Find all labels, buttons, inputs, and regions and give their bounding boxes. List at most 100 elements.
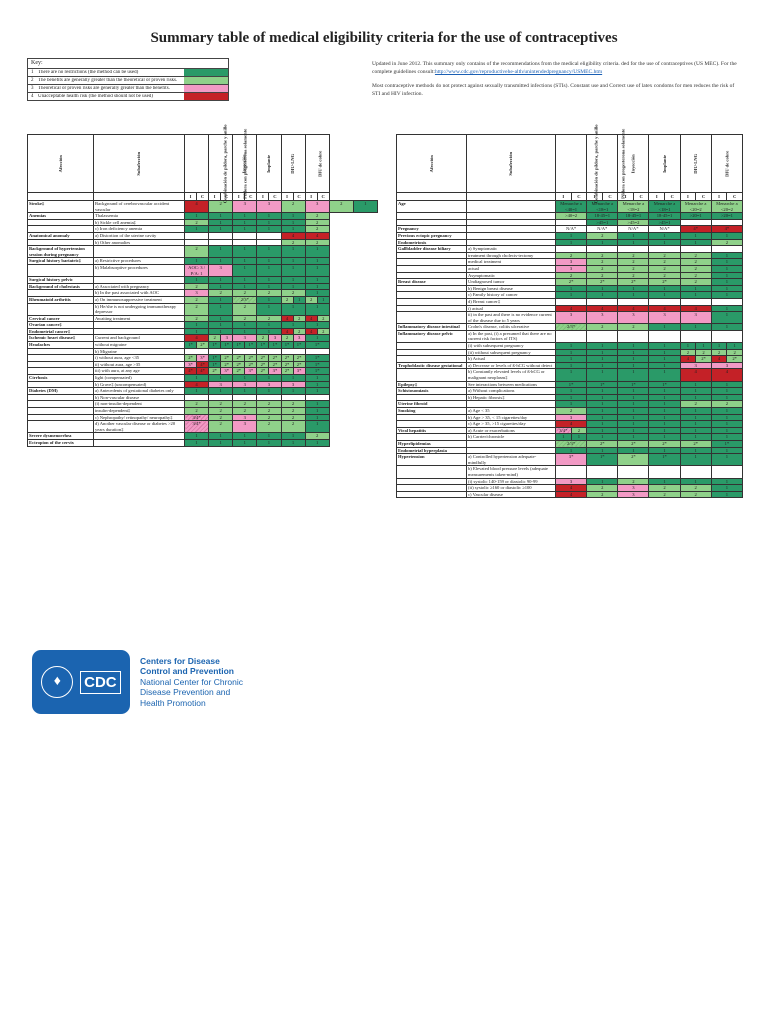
cdc-mark: CDC bbox=[80, 670, 121, 694]
rating-cell: 1 bbox=[554, 393, 588, 402]
subcondition-cell: medical treatment bbox=[466, 258, 556, 266]
rating-cell: 2* bbox=[586, 439, 619, 448]
condition-cell: Schistosomiasis bbox=[396, 387, 467, 395]
rating-cell: 1 bbox=[256, 257, 282, 265]
condition-cell bbox=[27, 238, 94, 247]
cdc-logo-text: Centers for Disease Control and Preventi… bbox=[140, 656, 243, 709]
rating-cell bbox=[679, 465, 712, 479]
rating-cell: 1 bbox=[710, 393, 744, 402]
rating-cell bbox=[679, 297, 712, 306]
subcondition-cell: Current and background bbox=[93, 334, 185, 343]
rating-cell bbox=[679, 218, 712, 227]
rating-cell: 2 bbox=[679, 348, 697, 357]
rating-cell: 2 bbox=[256, 334, 270, 343]
rating-cell: 2 bbox=[280, 420, 306, 434]
rating-cell: 1* bbox=[232, 341, 246, 349]
condition-cell: Smoking bbox=[396, 407, 467, 415]
rating-cell: 1 bbox=[586, 407, 619, 415]
condition-cell: Cirrhosis bbox=[27, 374, 94, 382]
rating-cell: 1* bbox=[648, 453, 681, 467]
rating-cell: 1 bbox=[208, 295, 234, 304]
rating-cell: 1 bbox=[710, 342, 728, 350]
rating-cell bbox=[554, 245, 588, 253]
condition-cell: Severe dysmenorrhea bbox=[27, 432, 94, 440]
table-row: Cervical cancer Awaiting treatment 2 1 2 2 4 2 4… bbox=[27, 314, 378, 323]
rating-cell: 2 bbox=[586, 271, 619, 280]
key-swatch bbox=[184, 93, 228, 100]
logo-line: Control and Prevention bbox=[140, 666, 234, 677]
col-condition: Afección bbox=[396, 134, 467, 193]
rating-cell: 3* bbox=[220, 367, 234, 376]
table-row: Anatomical anomaly a) Distortion of the u… bbox=[27, 231, 378, 240]
rating-cell: 2* bbox=[617, 278, 650, 286]
table-row: Surgical history bariatric‡ a) Restrictiv… bbox=[27, 257, 378, 265]
subcondition-cell: light (compensated) bbox=[93, 374, 185, 382]
rating-cell: 2 bbox=[648, 251, 681, 260]
condition-cell: Viral hepatitis bbox=[396, 426, 467, 435]
rating-cell: 2 bbox=[208, 400, 234, 408]
rating-cell: 1 bbox=[304, 420, 330, 434]
rating-cell: 1 bbox=[586, 433, 619, 441]
rating-cell bbox=[554, 465, 588, 479]
table-row: c) Nephropathy/ retinopathy/ neuropathy‡… bbox=[27, 413, 378, 422]
rating-cell: 3 bbox=[617, 490, 650, 499]
rating-cell bbox=[232, 238, 258, 247]
subcondition-cell bbox=[93, 245, 185, 259]
rating-cell bbox=[208, 238, 234, 247]
table-row: ii) in the past and there is no evidence… bbox=[396, 311, 744, 325]
rating-cell: 2* bbox=[244, 354, 258, 362]
rating-cell: 3* bbox=[183, 360, 198, 369]
table-row: Rheumatoid arthritis a) On immunosuppress… bbox=[27, 295, 378, 304]
col-method: Implante bbox=[256, 134, 282, 193]
rating-cell: 2* bbox=[244, 360, 258, 369]
rating-cell: 2* bbox=[232, 360, 246, 369]
continuation-label: C bbox=[664, 192, 681, 201]
rating-cell: 2 bbox=[183, 314, 210, 323]
condition-cell bbox=[27, 407, 94, 415]
condition-cell bbox=[396, 490, 467, 499]
rating-cell: 1* bbox=[208, 360, 222, 369]
rating-cell: 1* bbox=[220, 341, 234, 349]
rating-cell: 2 bbox=[710, 238, 744, 247]
condition-cell bbox=[27, 263, 94, 278]
rating-cell: 2* bbox=[695, 355, 712, 363]
table-row: d) Another vascular disease or diabetes … bbox=[27, 420, 378, 434]
rating-cell: 4* bbox=[196, 360, 210, 369]
subcondition-cell: a) Antecedents of gestational diabetes o… bbox=[93, 387, 185, 395]
rating-cell: 4 bbox=[183, 199, 210, 214]
rating-cell: 1 bbox=[648, 433, 681, 441]
logo-line: Disease Prevention and bbox=[140, 687, 231, 698]
rating-cell: 3 bbox=[256, 199, 282, 214]
rating-cell bbox=[617, 329, 650, 344]
condition-cell bbox=[396, 264, 467, 273]
table-row: b) Sickle cell anemia‡ 2 1 1 1 1 2 bbox=[27, 218, 378, 227]
subcondition-cell: b) Benign breast disease bbox=[466, 284, 556, 293]
subcondition-cell: Awaiting treatment bbox=[93, 314, 185, 323]
rating-cell: 2 bbox=[679, 484, 712, 492]
condition-cell: Background of hypertension session durin… bbox=[27, 245, 94, 259]
rating-cell: 1* bbox=[208, 341, 222, 349]
rating-cell: 1 bbox=[617, 348, 650, 357]
table-row: Asymptomatic 2 2 2 2 2 1 bbox=[396, 271, 744, 280]
subcondition-cell: b) Actual bbox=[466, 355, 556, 363]
rating-cell: 1 bbox=[208, 245, 234, 259]
subcondition-cell bbox=[93, 438, 185, 447]
condition-cell bbox=[396, 355, 467, 363]
rating-cell: 1 bbox=[710, 453, 744, 467]
continuation-label: C bbox=[570, 192, 588, 201]
rating-cell: 2 bbox=[304, 225, 330, 233]
initiation-label: I bbox=[648, 192, 666, 201]
rating-cell: 2* bbox=[220, 354, 234, 362]
rating-cell: 2 bbox=[304, 295, 318, 304]
rating-cell: 1 bbox=[208, 321, 234, 329]
table-row: b) Migraine bbox=[27, 347, 378, 356]
col-subcondition: Subafección bbox=[466, 134, 556, 193]
rating-cell: Menarche a <20=2 bbox=[710, 199, 744, 214]
key-text: Theoretical or proven risks are generall… bbox=[38, 86, 170, 91]
condition-cell: Surgical history bariatric‡ bbox=[27, 257, 94, 265]
rating-cell: 1 bbox=[586, 291, 619, 299]
rating-cell: 2 bbox=[586, 484, 619, 492]
table-row: c) Family history of cancer 1 1 1 1 1 1 bbox=[396, 291, 744, 299]
col-condition: Afección bbox=[27, 134, 94, 193]
guidelines-link[interactable]: http://www.cdc.gov/reproductivehe-alth/u… bbox=[434, 69, 603, 75]
